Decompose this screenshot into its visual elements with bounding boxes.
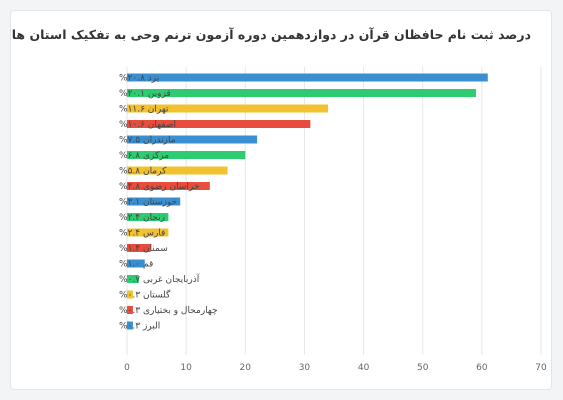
bar-11	[127, 244, 151, 252]
category-label: گلستان ۰.۳%	[119, 289, 171, 301]
chart-card: درصد ثبت نام حافظان قرآن در دوازدهمین دو…	[10, 10, 552, 390]
bar-15	[127, 306, 133, 314]
bar-16	[127, 321, 133, 330]
category-label: تهران ۱۱.۶%	[119, 105, 169, 115]
bar-2	[127, 104, 329, 113]
bar-5	[127, 151, 246, 159]
category-label: فارس ۲.۴%	[119, 229, 165, 239]
bar-4	[127, 135, 258, 144]
x-tick-label: 0	[124, 363, 130, 373]
category-label: سمنان ۱.۴%	[119, 244, 168, 254]
category-label: قم ۱.۰%	[119, 260, 153, 270]
x-tick-label: 20	[240, 363, 252, 373]
x-tick-label: 40	[358, 363, 370, 373]
x-tick-label: 60	[476, 363, 488, 373]
bar-1	[127, 89, 476, 97]
category-label: قزوین ۲۰.۱%	[119, 89, 171, 99]
category-label: خوزستان ۳.۱%	[119, 198, 177, 208]
category-label: اصفهان ۱۰.۶%	[119, 120, 176, 130]
category-label: یزد ۲۰.۸%	[119, 74, 160, 84]
bar-14	[127, 290, 133, 299]
bar-0	[127, 73, 488, 82]
bar-8	[127, 197, 181, 206]
bar-7	[127, 182, 210, 190]
bar-10	[127, 228, 169, 237]
category-label: البرز ۰.۳%	[119, 322, 160, 332]
bar-12	[127, 259, 145, 268]
category-label: مازندران ۷.۵%	[119, 136, 176, 146]
bar-chart: 0 10 20 30 40 50 60 70 یزد ۲۰.۸% قزوین ۲۰.۱% تهران…	[119, 67, 547, 373]
bar-13	[127, 275, 139, 283]
x-tick-label: 10	[180, 363, 192, 373]
category-label: آذربایجان غربی ۰.۷%	[119, 273, 200, 285]
x-tick-label: 30	[299, 363, 311, 373]
x-tick-label: 50	[417, 363, 429, 373]
bar-9	[127, 213, 169, 221]
bar-3	[127, 120, 311, 128]
category-label: زنجان ۲.۴%	[119, 213, 165, 223]
category-label: خراسان رضوی ۴.۸%	[119, 182, 199, 192]
bar-6	[127, 166, 228, 175]
category-label: کرمان ۵.۸%	[119, 167, 167, 177]
chart-title: درصد ثبت نام حافظان قرآن در دوازدهمین دو…	[11, 27, 531, 42]
x-tick-label: 70	[535, 363, 547, 373]
category-label: مرکزی ۶.۸%	[119, 151, 169, 161]
category-label: چهارمحال و بختیاری ۰.۳%	[119, 306, 218, 316]
